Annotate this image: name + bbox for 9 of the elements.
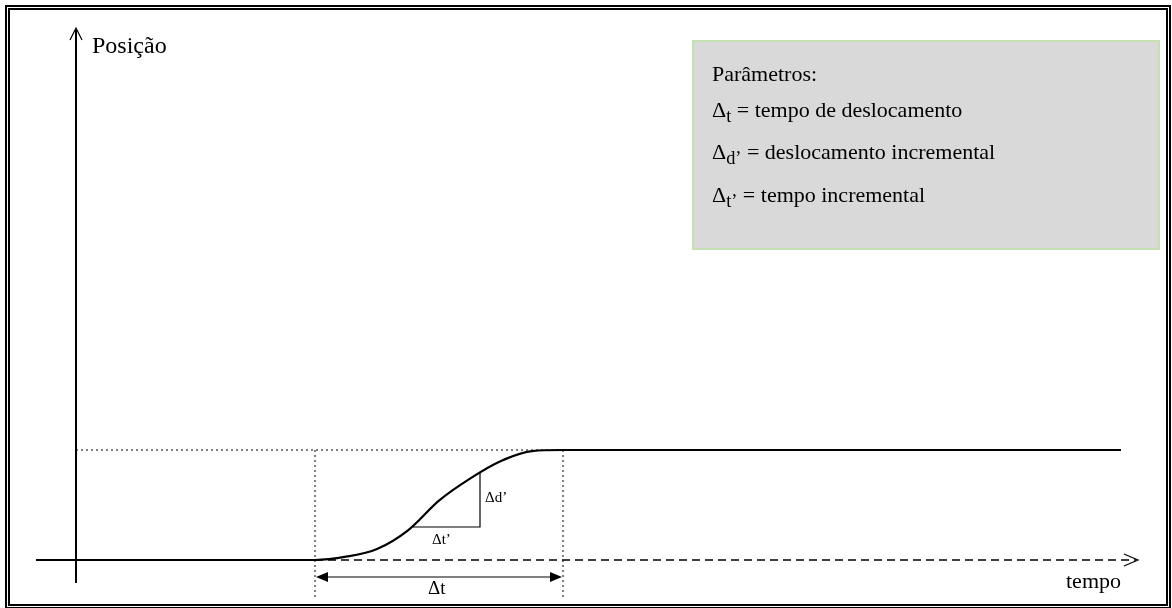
text: Δ$_{d’}$ = deslocamento incremental	[712, 138, 996, 171]
x-axis-title: tempo	[1066, 568, 1121, 594]
text: Δt	[428, 577, 446, 598]
text: Δ$_{t’}$ = tempo incremental	[712, 180, 926, 214]
text: Posição	[92, 32, 167, 59]
text: Δ$_{t}$ = tempo de deslocamento	[712, 96, 963, 129]
annotation: Δd’	[485, 489, 508, 506]
annotation: Δt’	[432, 531, 451, 548]
text: Parâmetros:	[712, 60, 818, 88]
